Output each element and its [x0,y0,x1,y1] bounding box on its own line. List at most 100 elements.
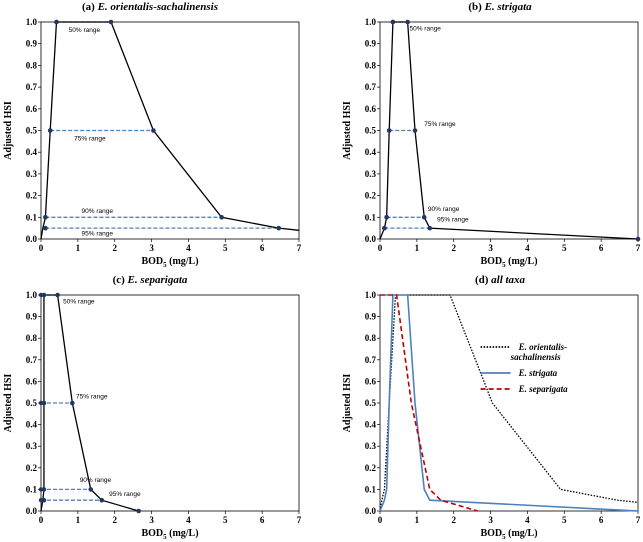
range-label: 50% range [63,299,95,306]
data-point [88,487,94,492]
y-tick-label: 0.0 [26,234,38,244]
data-point [386,128,392,133]
chart-title-text: E. separigata [127,274,188,286]
x-axis-label: BOD5 (mg/L) [480,528,537,541]
series-line-2 [379,294,639,512]
chart-title-prefix: (d) [475,274,489,286]
range-label: 75% range [76,394,108,401]
range-label: 75% range [424,121,456,128]
x-tick-label: 6 [260,243,265,253]
legend-label-1: sachalinensis [510,352,562,362]
chart-panel-b: (b) E. strigata 0.0 0.1 0.2 0.3 0.4 0.5 0.6 0.7 0… [342,1,641,269]
series-line-1 [379,294,639,512]
x-tick-label: 0 [378,515,383,525]
data-point [54,19,59,25]
data-point [70,400,75,406]
x-tick-label: 7 [636,243,641,253]
x-axis-label: BOD5 (mg/L) [141,528,198,541]
x-axis-label-main: BOD [480,256,502,267]
data-point [421,215,427,220]
x-tick-label: 4 [186,243,191,253]
data-point [276,225,282,231]
y-tick-label: 0.5 [365,126,377,136]
y-tick-label: 0.3 [26,441,38,451]
data-point [108,19,114,25]
x-axis-label-unit: (mg/L) [506,528,538,539]
x-tick-label: 0 [39,515,44,525]
plot-frame [40,21,300,240]
y-tick-label: 0.5 [365,398,377,408]
data-point [99,497,105,503]
y-tick-label: 0.4 [365,147,377,157]
chart-panel-a: (a) E. orientalis-sachalinensis 0.0 0.1 0.2… [3,1,302,269]
data-point [41,497,47,503]
x-tick-label: 3 [149,515,154,525]
y-axis-label: Adjusted HSI [3,374,14,433]
y-tick-label: 0.4 [26,420,38,430]
x-tick-label: 7 [636,515,641,525]
y-tick-label: 0.3 [365,169,377,179]
x-axis-label-subscript: 5 [163,261,167,269]
data-point [427,225,433,231]
chart-panel-c: (c) E. separigata 0.0 0.1 0.2 0.3 0.4 0.5 0.6 0.… [3,274,302,541]
x-tick-label: 3 [149,243,154,253]
legend: E. orientalis-sachalinensis E. strigata E.… [480,342,569,394]
x-tick-label: 7 [297,515,302,525]
data-point [384,215,389,220]
x-tick-label: 6 [599,515,604,525]
legend-label-2: E. strigata [518,368,558,378]
x-tick-label: 2 [451,515,456,525]
y-tick-label: 0.1 [26,212,38,222]
plot-frame [379,294,639,512]
data-point [41,400,47,406]
data-point [41,292,47,298]
y-tick-label: 0.5 [26,126,38,136]
x-tick-label: 4 [525,515,530,525]
y-tick-label: 0.9 [365,39,377,49]
series-line-3 [380,294,478,512]
data-point [55,292,60,298]
x-tick-label: 6 [260,515,265,525]
x-tick-label: 5 [562,243,567,253]
y-axis-label: Adjusted HSI [342,374,353,433]
legend-label-3: E. separigata [518,384,569,394]
x-tick-label: 1 [76,243,81,253]
range-label: 95% range [82,231,114,238]
y-tick-label: 1.0 [365,290,377,300]
x-axis-label-main: BOD [480,528,502,539]
y-axis-label: Adjusted HSI [3,101,14,160]
x-tick-label: 2 [112,243,117,253]
y-tick-label: 0.8 [26,333,38,343]
data-point [405,19,410,25]
y-tick-label: 1.0 [26,290,38,300]
x-tick-label: 0 [378,243,383,253]
y-tick-label: 0.8 [365,60,377,70]
data-point [635,236,641,242]
range-label: 90% range [82,208,114,215]
x-tick-label: 2 [451,243,456,253]
x-tick-label: 5 [562,515,567,525]
range-label: 90% range [80,477,112,484]
range-label: 50% range [409,26,441,33]
x-axis-label: BOD5 (mg/L) [141,256,198,269]
chart-title-text: E. strigata [484,1,533,13]
y-tick-label: 0.7 [26,355,38,365]
x-tick-label: 4 [525,243,530,253]
range-label: 95% range [109,491,141,498]
legend-label-1: E. orientalis- [518,342,568,352]
y-tick-label: 0.2 [26,191,38,201]
x-tick-label: 6 [599,243,604,253]
chart-title-prefix: (c) [113,274,126,286]
range-label: 75% range [74,135,106,142]
data-point [382,225,387,231]
data-point [412,128,418,133]
range-label: 90% range [428,206,460,213]
chart-title: (a) E. orientalis-sachalinensis [82,1,218,13]
data-point [219,215,224,220]
x-tick-label: 5 [223,515,228,525]
y-tick-label: 0.6 [365,376,377,386]
x-tick-label: 1 [76,515,81,525]
range-label: 95% range [437,217,469,224]
y-tick-label: 1.0 [365,17,377,27]
x-axis-label-main: BOD [141,528,163,539]
